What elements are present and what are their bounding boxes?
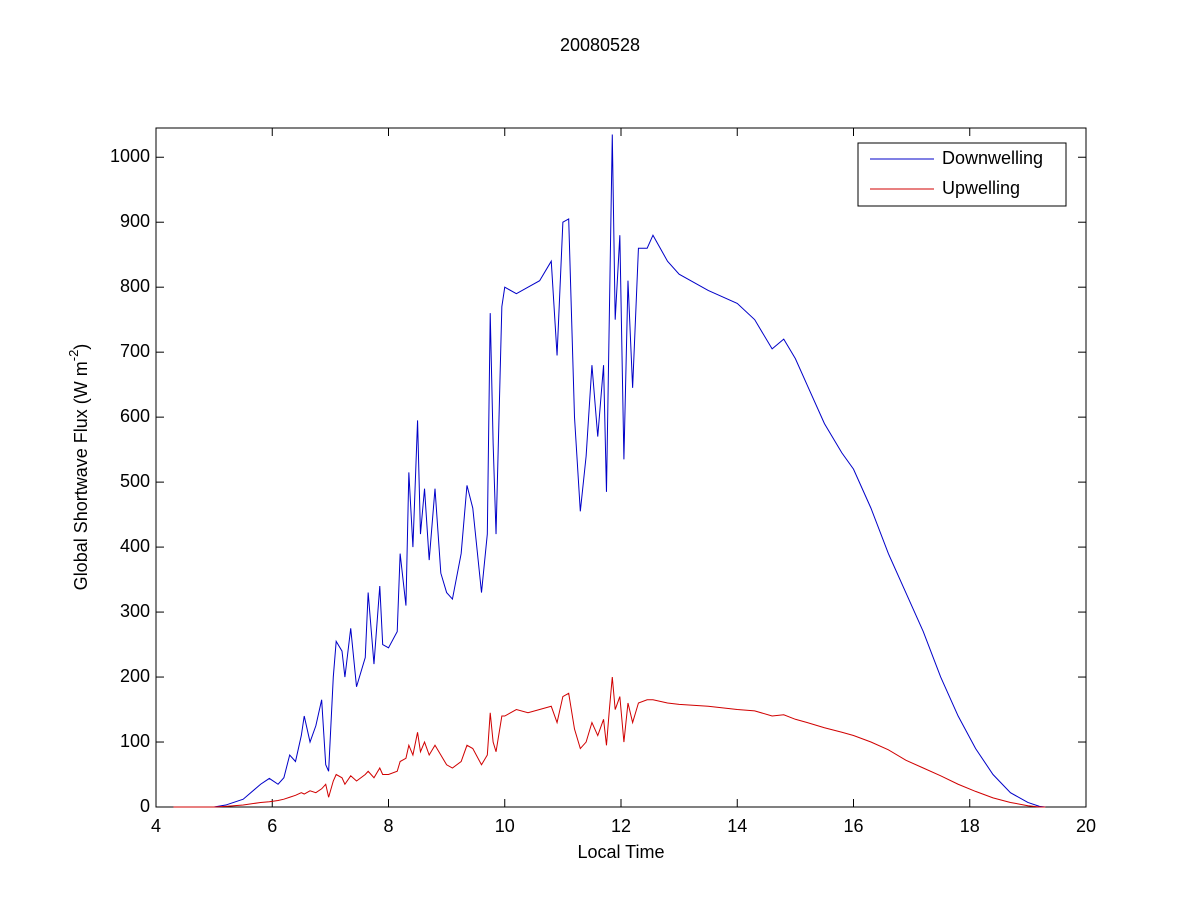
x-axis-label: Local Time — [577, 842, 664, 862]
y-tick-label: 600 — [120, 406, 150, 426]
legend-label: Downwelling — [942, 148, 1043, 168]
y-tick-label: 200 — [120, 666, 150, 686]
y-tick-label: 900 — [120, 211, 150, 231]
x-tick-label: 14 — [727, 816, 747, 836]
legend-label: Upwelling — [942, 178, 1020, 198]
x-tick-label: 18 — [960, 816, 980, 836]
x-tick-label: 20 — [1076, 816, 1096, 836]
y-label-suffix: ) — [71, 344, 91, 350]
y-tick-label: 1000 — [110, 146, 150, 166]
legend-box — [857, 142, 1067, 207]
series-line — [173, 134, 1046, 808]
x-tick-label: 16 — [843, 816, 863, 836]
x-tick-label: 6 — [267, 816, 277, 836]
y-tick-label: 400 — [120, 536, 150, 556]
y-axis-label: Global Shortwave Flux (W m-2) — [66, 344, 90, 591]
chart-title: 20080528 — [560, 35, 640, 55]
y-tick-label: 500 — [120, 471, 150, 491]
x-tick-label: 4 — [151, 816, 161, 836]
y-label-text: Global Shortwave Flux (W m — [71, 361, 91, 590]
y-tick-label: 0 — [140, 796, 150, 816]
y-tick-label: 300 — [120, 601, 150, 621]
y-tick-label: 800 — [120, 276, 150, 296]
x-tick-label: 12 — [611, 816, 631, 836]
y-label-superscript: -2 — [66, 350, 81, 362]
x-tick-label: 8 — [383, 816, 393, 836]
y-tick-label: 700 — [120, 341, 150, 361]
series-line — [173, 677, 1046, 808]
x-tick-label: 10 — [495, 816, 515, 836]
y-tick-label: 100 — [120, 731, 150, 751]
